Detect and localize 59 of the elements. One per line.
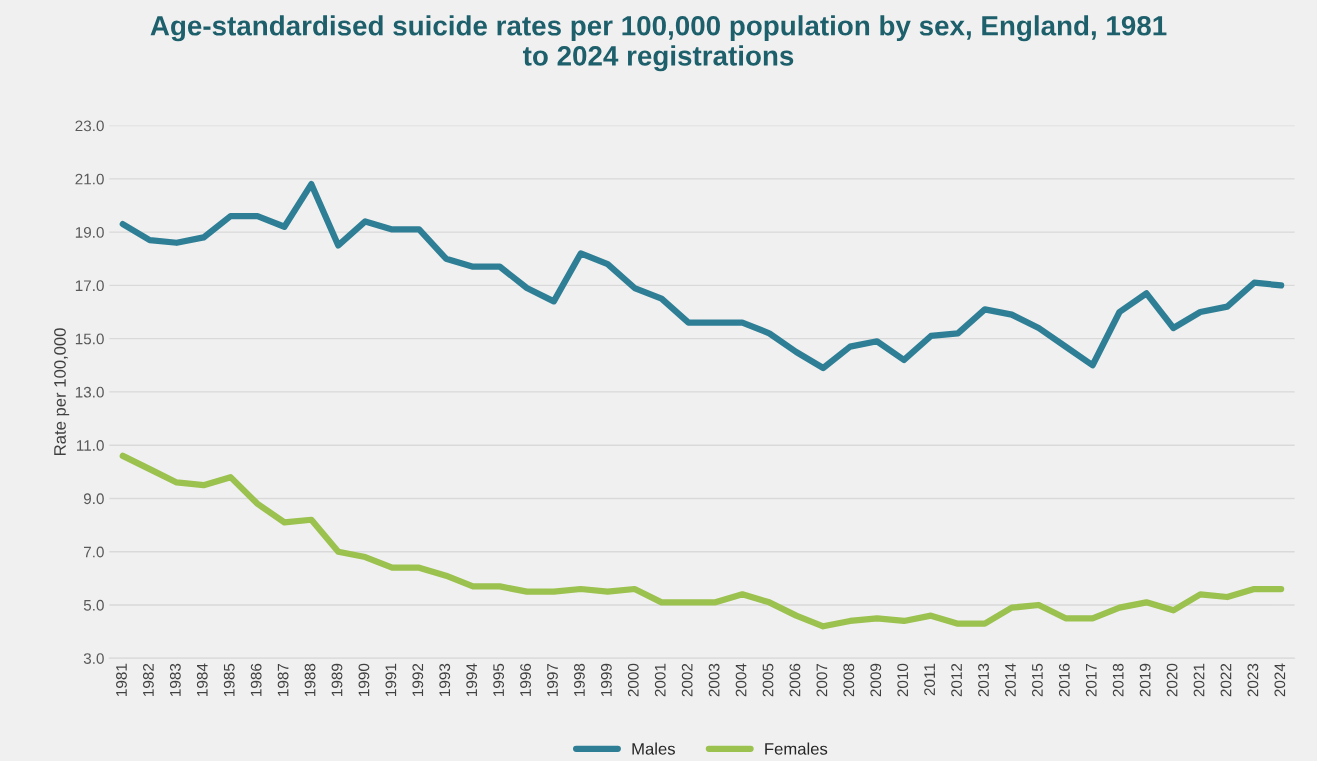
x-tick-label: 2012 (951, 663, 962, 697)
x-tick-label: 1991 (385, 663, 397, 696)
x-tick-label: 2010 (897, 663, 909, 697)
y-tick-label: 7.0 (84, 546, 104, 558)
x-tick-label: 2006 (789, 663, 801, 697)
x-tick-label: 2005 (762, 663, 774, 697)
x-tick-label: 1990 (358, 663, 370, 696)
x-tick-label: 1982 (143, 663, 154, 696)
x-tick-label: 1989 (331, 663, 343, 696)
x-tick-label: 2013 (978, 663, 989, 697)
y-tick-label: 5.0 (83, 599, 104, 611)
x-tick-label: 1984 (196, 663, 208, 696)
x-tick-label: 2024 (1274, 663, 1286, 697)
x-tick-label: 1988 (304, 663, 316, 696)
x-tick-label: 1996 (520, 663, 531, 696)
chart-title: Age-standardised suicide rates per 100,000 population by sex, England, 1981 to 2024 registrations (150, 15, 1167, 72)
x-tick-label: 1987 (277, 663, 289, 696)
x-tick-label: 1998 (574, 663, 585, 696)
x-tick-label: 2014 (1005, 663, 1016, 697)
x-tick-label: 1992 (412, 663, 424, 696)
x-tick-label: 2017 (1085, 663, 1097, 697)
x-tick-label: 2000 (627, 663, 639, 697)
x-tick-label: 2018 (1112, 663, 1124, 697)
x-tick-label: 2022 (1220, 663, 1232, 697)
x-tick-label: 2016 (1058, 663, 1070, 697)
legend-label: Females (765, 742, 828, 755)
x-tick-label: 2008 (843, 663, 855, 697)
x-tick-label: 2021 (1193, 663, 1205, 697)
y-tick-label: 19.0 (75, 226, 104, 238)
x-tick-label: 2020 (1166, 663, 1178, 697)
x-tick-label: 1983 (169, 663, 181, 696)
y-tick-label: 23.0 (75, 120, 104, 132)
y-tick-label: 13.0 (75, 386, 104, 398)
x-tick-label: 2002 (681, 663, 693, 697)
legend-label: Males (632, 742, 675, 755)
x-tick-label: 2015 (1031, 663, 1043, 697)
x-tick-label: 1995 (493, 663, 505, 696)
y-tick-label: 11.0 (77, 440, 104, 451)
y-tick-label: 15.0 (75, 333, 104, 345)
x-tick-label: 2004 (735, 663, 747, 697)
x-tick-label: 2019 (1139, 663, 1151, 697)
x-tick-label: 1999 (600, 663, 612, 696)
y-tick-label: 21.0 (75, 173, 104, 185)
x-tick-label: 2011 (924, 663, 936, 696)
y-axis-title: Rate per 100,000 (54, 328, 70, 455)
x-tick-label: 2001 (654, 663, 666, 697)
x-tick-label: 1986 (250, 663, 262, 696)
x-tick-label: 1997 (547, 663, 558, 696)
x-tick-label: 1993 (439, 663, 451, 696)
x-tick-label: 2009 (870, 663, 882, 697)
x-tick-label: 1994 (466, 663, 478, 696)
y-tick-label: 3.0 (83, 653, 104, 664)
x-tick-label: 1981 (116, 663, 127, 696)
x-tick-label: 2003 (708, 663, 720, 697)
x-tick-label: 2007 (816, 663, 828, 697)
x-tick-label: 1985 (223, 663, 235, 696)
y-tick-label: 9.0 (83, 493, 104, 505)
y-tick-label: 17.0 (75, 280, 104, 292)
x-tick-label: 2023 (1247, 663, 1259, 697)
